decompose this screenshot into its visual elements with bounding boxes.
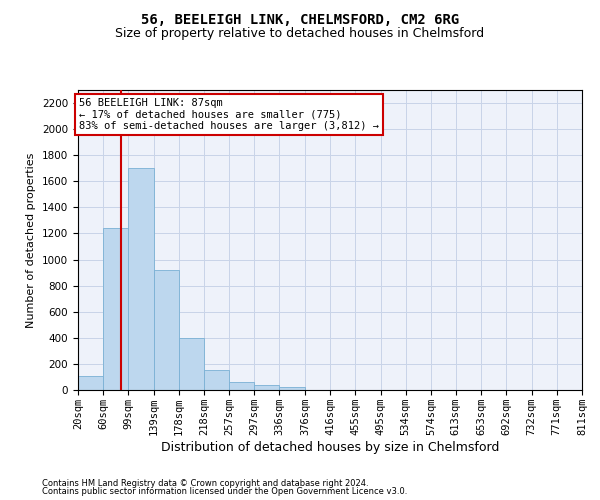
Bar bbox=[128, 168, 154, 390]
Text: 56, BEELEIGH LINK, CHELMSFORD, CM2 6RG: 56, BEELEIGH LINK, CHELMSFORD, CM2 6RG bbox=[141, 12, 459, 26]
Text: Contains public sector information licensed under the Open Government Licence v3: Contains public sector information licen… bbox=[42, 487, 407, 496]
Y-axis label: Number of detached properties: Number of detached properties bbox=[26, 152, 37, 328]
Bar bbox=[280, 386, 305, 390]
Bar bbox=[103, 228, 128, 390]
Bar bbox=[78, 376, 103, 390]
Bar bbox=[254, 386, 280, 390]
Text: 56 BEELEIGH LINK: 87sqm
← 17% of detached houses are smaller (775)
83% of semi-d: 56 BEELEIGH LINK: 87sqm ← 17% of detache… bbox=[79, 98, 379, 131]
Text: Contains HM Land Registry data © Crown copyright and database right 2024.: Contains HM Land Registry data © Crown c… bbox=[42, 478, 368, 488]
Bar bbox=[229, 382, 254, 390]
Bar bbox=[204, 370, 229, 390]
Text: Size of property relative to detached houses in Chelmsford: Size of property relative to detached ho… bbox=[115, 28, 485, 40]
Bar bbox=[154, 270, 179, 390]
X-axis label: Distribution of detached houses by size in Chelmsford: Distribution of detached houses by size … bbox=[161, 440, 499, 454]
Bar bbox=[179, 338, 204, 390]
